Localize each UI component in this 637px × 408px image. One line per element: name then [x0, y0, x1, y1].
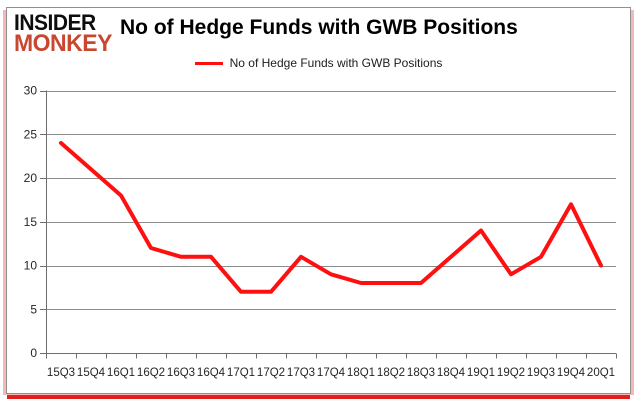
y-tick-label: 20	[24, 171, 38, 185]
legend-line-swatch	[194, 61, 223, 65]
chart-legend: No of Hedge Funds with GWB Positions	[7, 56, 630, 70]
y-tick-label: 15	[24, 215, 38, 229]
x-tick-label: 19Q1	[467, 367, 495, 379]
y-axis-labels: 0 5 10 15 20 25 30	[24, 84, 38, 361]
y-tick-label: 5	[30, 302, 37, 316]
x-tick-label: 15Q4	[77, 367, 106, 379]
x-tick-label: 17Q1	[227, 367, 255, 379]
x-tick-label: 17Q2	[257, 367, 285, 379]
x-tick-label: 18Q2	[377, 367, 405, 379]
logo-monkey-text: MONKEY	[14, 28, 112, 57]
chart-title: No of Hedge Funds with GWB Positions	[120, 16, 518, 39]
x-tick-label: 18Q1	[347, 367, 375, 379]
x-tick-label: 17Q4	[317, 367, 346, 379]
logo-insider-text: INSIDER	[14, 10, 96, 36]
x-tick-label: 19Q4	[557, 367, 586, 379]
x-tick-label: 18Q4	[437, 367, 466, 379]
x-tick-label: 16Q4	[197, 367, 226, 379]
insider-monkey-logo: INSIDER MONKEY	[14, 10, 112, 57]
x-tick-label: 16Q1	[107, 367, 135, 379]
y-tick-label: 25	[24, 127, 38, 141]
line-chart-plot: 0 5 10 15 20 25 30 15Q3 15Q4 16Q1 16Q2 16Q3 16Q4 17Q1…	[24, 84, 617, 379]
x-axis-labels: 15Q3 15Q4 16Q1 16Q2 16Q3 16Q4 17Q1 17Q2 17Q3 17Q4…	[47, 367, 615, 379]
gridlines	[46, 91, 616, 310]
hedge-funds-data-line	[59, 141, 603, 294]
x-tick-label: 15Q3	[47, 367, 75, 379]
x-tick-label: 16Q2	[137, 367, 165, 379]
y-tick-label: 30	[24, 84, 38, 98]
y-tick-label: 0	[30, 346, 37, 360]
axes-and-ticks	[40, 90, 617, 359]
chart-card: INSIDER MONKEY No of Hedge Funds with GW…	[6, 7, 631, 394]
x-tick-label: 19Q3	[527, 367, 555, 379]
x-tick-label: 16Q3	[167, 367, 195, 379]
x-tick-label: 19Q2	[497, 367, 525, 379]
x-tick-label: 18Q3	[407, 367, 435, 379]
x-tick-label: 17Q3	[287, 367, 315, 379]
legend-label: No of Hedge Funds with GWB Positions	[229, 56, 443, 70]
y-tick-label: 10	[24, 259, 38, 273]
x-tick-label: 20Q1	[587, 367, 615, 379]
